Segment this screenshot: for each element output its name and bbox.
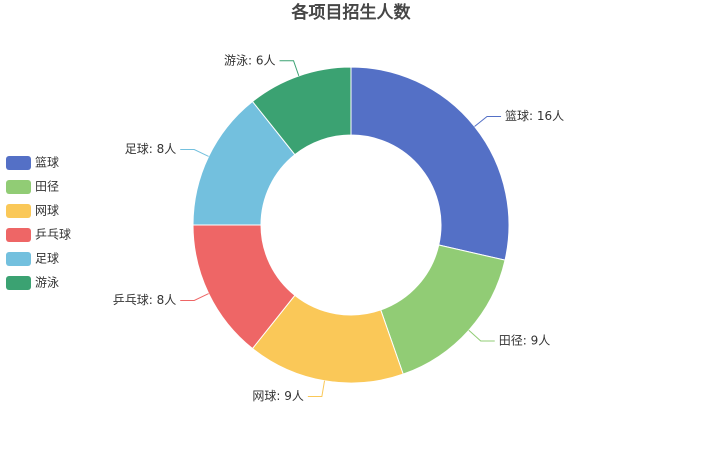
label-line [180,293,209,301]
donut-slice [251,66,352,156]
legend-label: 网球 [35,204,59,218]
legend-swatch [6,252,31,266]
data-label: 游泳: 6人 [224,53,276,67]
legend-swatch [6,276,31,290]
chart-title: 各项目招生人数 [291,2,412,23]
legend-label: 篮球 [35,155,59,170]
data-label: 田径: 9人 [499,333,550,347]
label-line [307,380,326,398]
label-line [279,60,300,77]
donut-slice [380,244,506,375]
legend-swatch [6,228,31,242]
data-label: 足球: 8人 [125,142,177,156]
data-label: 篮球: 16人 [505,108,564,123]
legend-label: 田径 [35,180,59,194]
legend-swatch [6,156,31,170]
donut-slice [350,66,510,261]
legend-swatch [6,204,31,218]
legend-label: 乒乓球 [35,228,71,242]
label-line [474,116,502,127]
label-line [468,329,495,342]
data-label: 乒乓球: 8人 [113,293,177,307]
legend-label: 足球 [35,252,59,266]
data-label: 网球: 9人 [252,389,304,403]
legend-swatch [6,180,31,194]
label-line [180,149,209,157]
legend-label: 游泳 [35,276,59,290]
